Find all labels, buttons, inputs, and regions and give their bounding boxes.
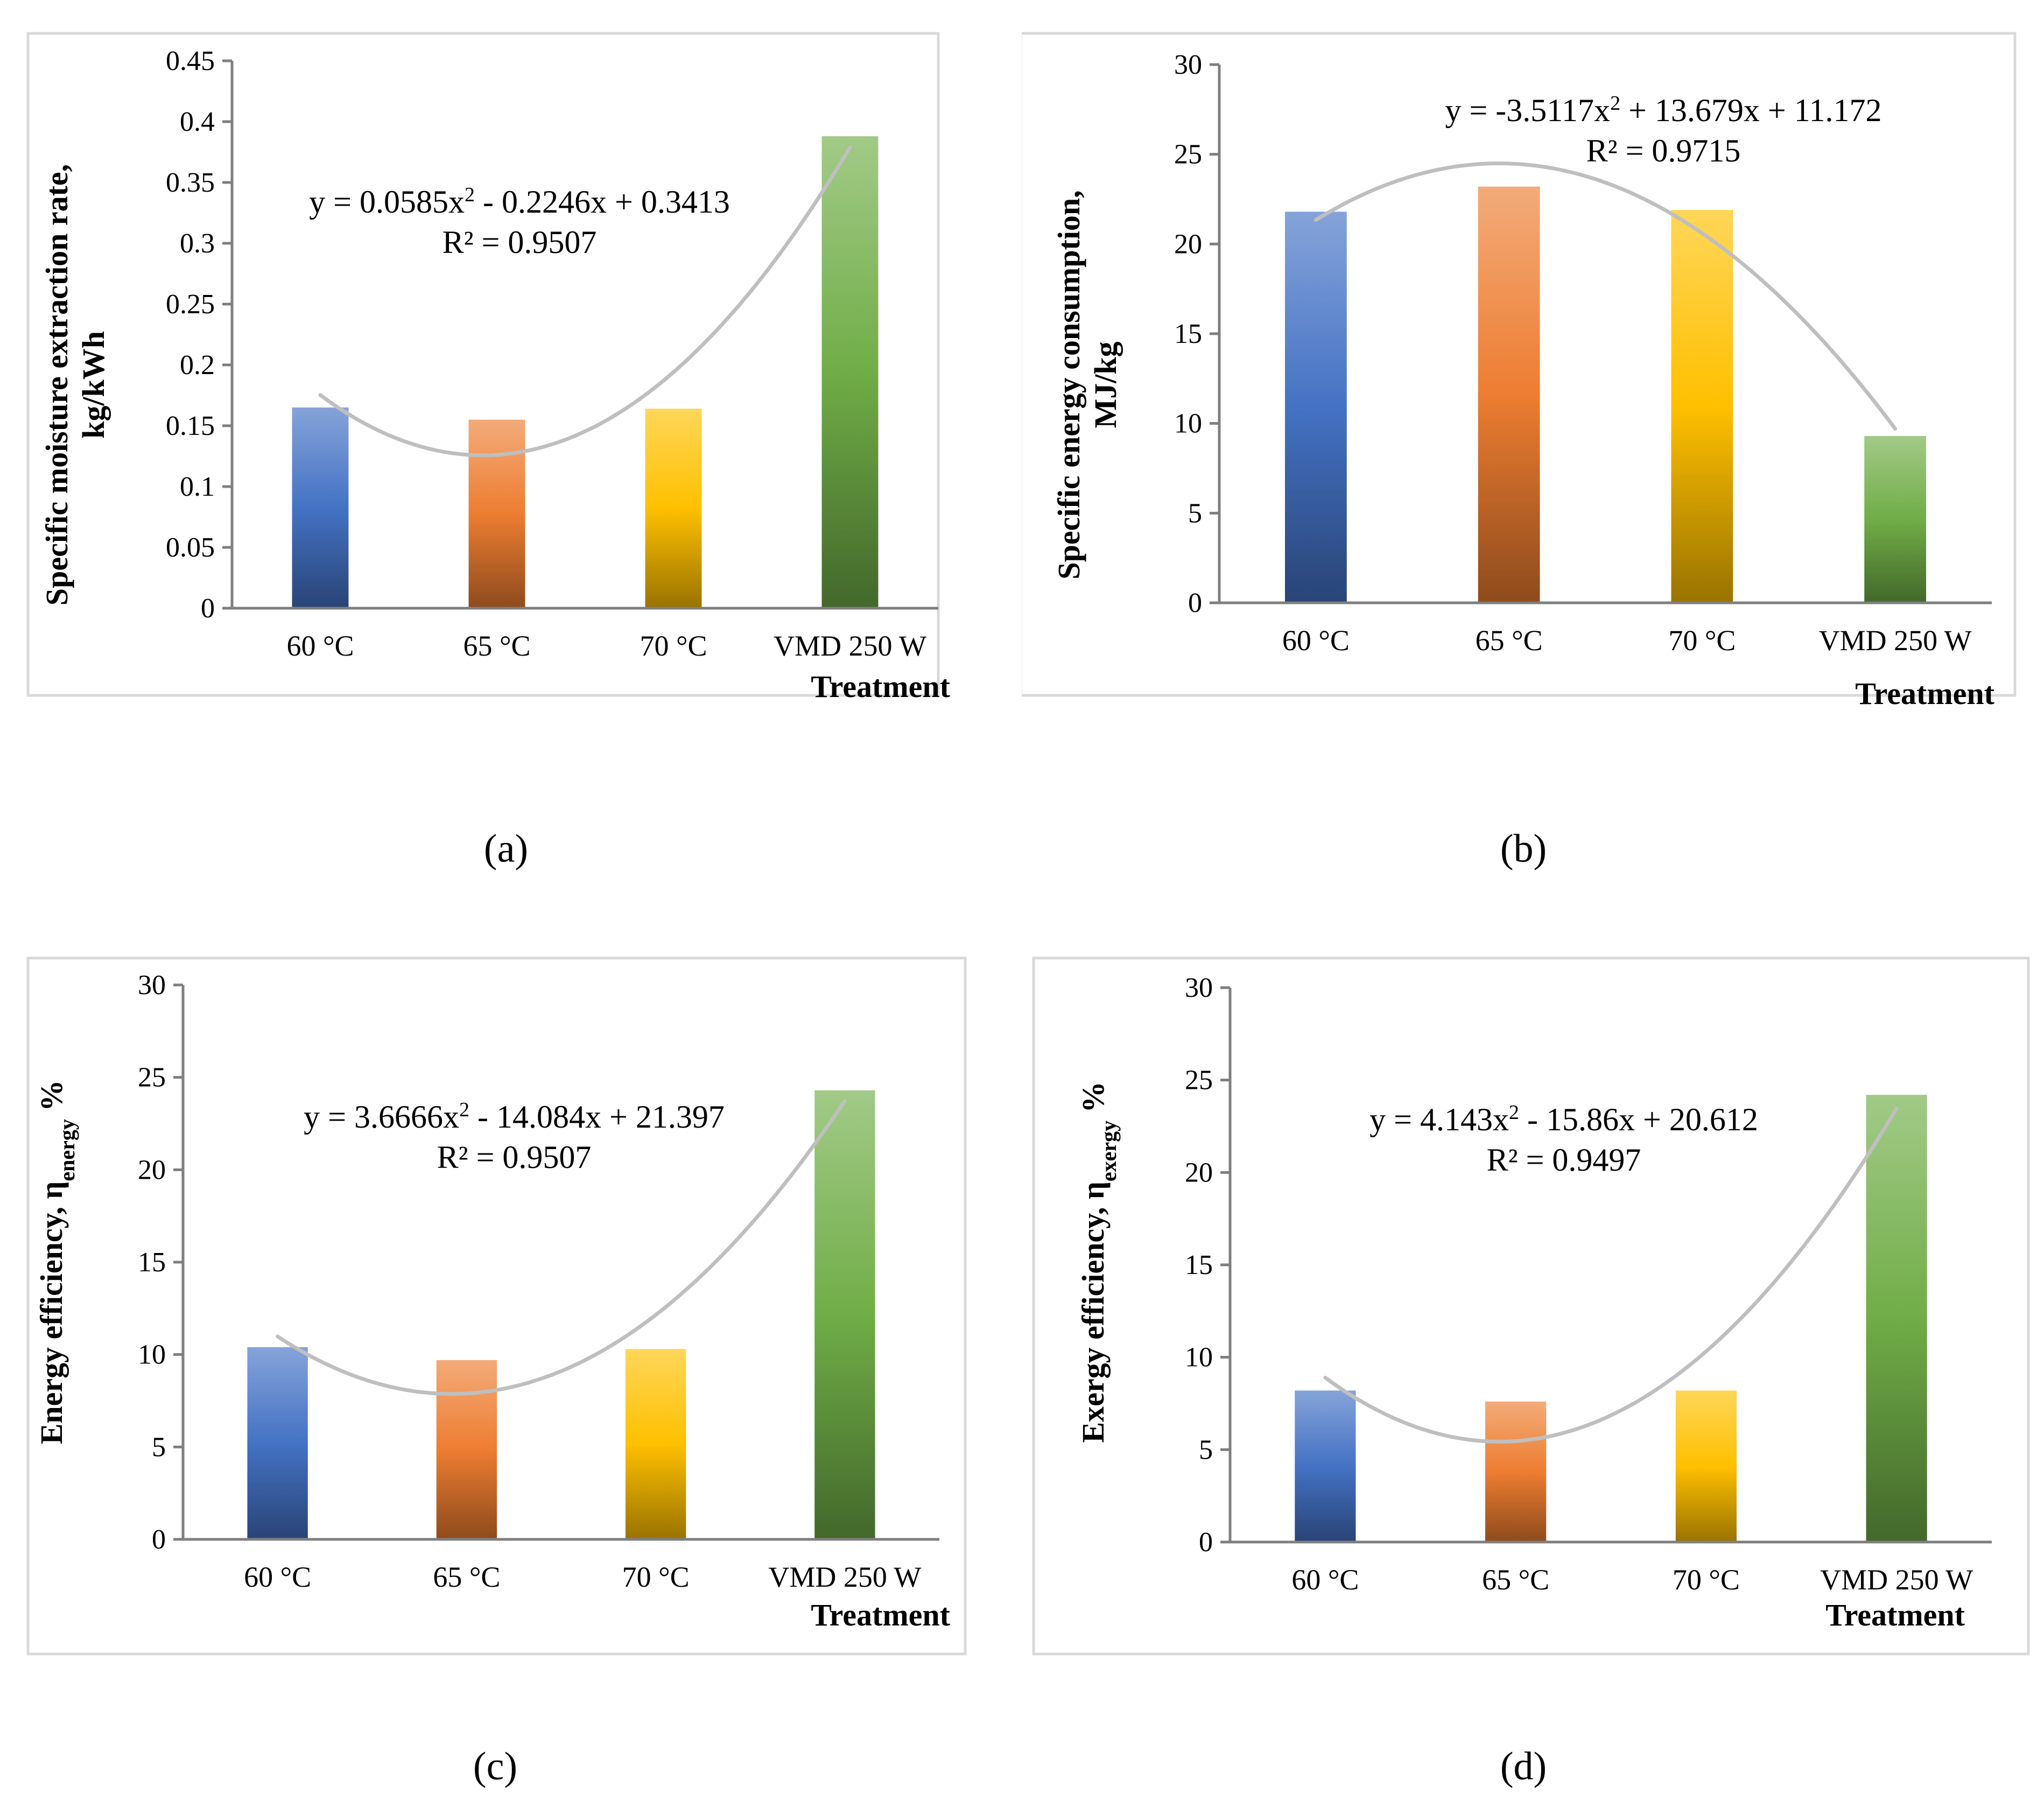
r-squared-label: R² = 0.9497 — [1487, 1142, 1641, 1178]
bar-3 — [625, 1349, 686, 1539]
chart-panel-a: 0 0.05 0.1 0.15 0.2 0.25 0.3 0.35 0.4 0.45 60 °C 65… — [0, 0, 1022, 904]
y-tick-label: 15 — [1185, 1250, 1213, 1280]
y-tick-label: 0 — [201, 593, 215, 624]
bar-3 — [645, 409, 702, 608]
x-tick-label: 60 °C — [1282, 624, 1350, 657]
chart-svg-b: 0 5 10 15 20 25 30 60 °C 65 °C 70 °C VMD 250 W y = … — [1022, 32, 2017, 711]
x-tick-label: 70 °C — [1673, 1564, 1740, 1596]
y-tick-label: 0 — [152, 1524, 166, 1555]
y-tick-label: 30 — [138, 970, 166, 1001]
bar-4 — [1866, 1095, 1927, 1542]
bar-1 — [292, 407, 349, 608]
bar-4 — [821, 136, 879, 608]
bar-2 — [436, 1360, 497, 1539]
chart-panel-b: 0 5 10 15 20 25 30 60 °C 65 °C 70 °C VMD 250 W y = … — [1022, 0, 2044, 904]
y-tick-label: 0 — [1188, 588, 1202, 618]
y-tick-label: 30 — [1185, 973, 1213, 1003]
caption-d: (d) — [1500, 1744, 1547, 1789]
x-tick-label: 70 °C — [1668, 624, 1736, 657]
y-axis-title: Specific energy consumption, MJ/kg — [1051, 190, 1123, 579]
trendline — [276, 1099, 847, 1396]
x-tick-label: 60 °C — [244, 1561, 311, 1593]
trendline — [1314, 161, 1898, 431]
y-tick-label: 5 — [1188, 498, 1202, 529]
y-tick-label: 20 — [1174, 229, 1202, 259]
y-tick-label: 0.15 — [166, 411, 215, 441]
y-tick-label: 10 — [138, 1340, 166, 1370]
x-axis-title: Treatment — [811, 669, 950, 704]
y-axis-title: Specific moisture extraction rate, kg/kWh — [39, 164, 111, 606]
bar-1 — [247, 1347, 308, 1539]
x-tick-label: 65 °C — [1482, 1564, 1549, 1596]
chart-svg-a: 0 0.05 0.1 0.15 0.2 0.25 0.3 0.35 0.4 0.45 60 °C 65… — [26, 32, 951, 704]
y-tick-label: 0.25 — [166, 289, 215, 320]
chart-svg-d: 0 5 10 15 20 25 30 60 °C 65 °C 70 °C VMD 250 W y = … — [1032, 956, 2030, 1656]
x-tick-label: 65 °C — [463, 630, 530, 662]
y-tick-label: 10 — [1174, 409, 1202, 439]
x-axis-title: Treatment — [1825, 1597, 1965, 1632]
y-tick-label: 20 — [1185, 1157, 1213, 1188]
x-tick-label: VMD 250 W — [768, 1561, 921, 1593]
bar-1 — [1284, 212, 1347, 603]
x-tick-label: VMD 250 W — [1820, 1564, 1973, 1596]
caption-a: (a) — [483, 827, 529, 871]
bar-3 — [1675, 1390, 1737, 1542]
y-axis-title-line1: Specific energy consumption, — [1051, 190, 1086, 579]
bar-4 — [1864, 436, 1927, 603]
y-tick-label: 25 — [1174, 139, 1202, 170]
y-tick-label: 5 — [1199, 1434, 1213, 1465]
x-tick-label: 60 °C — [286, 630, 354, 662]
chart-panel-d: 0 5 10 15 20 25 30 60 °C 65 °C 70 °C VMD 250 W y = … — [1022, 915, 2044, 1809]
r-squared-label: R² = 0.9715 — [1586, 133, 1741, 168]
y-tick-label: 0.35 — [166, 167, 215, 198]
y-tick-label: 30 — [1174, 50, 1202, 80]
chart-panel-c: 0 5 10 15 20 25 30 60 °C 65 °C 70 °C VMD 250 W y = … — [0, 915, 1022, 1809]
trendline — [1323, 1107, 1899, 1444]
x-tick-label: 70 °C — [622, 1561, 690, 1593]
bar-1 — [1295, 1390, 1356, 1542]
caption-b: (b) — [1500, 827, 1547, 871]
trendline-equation: y = 3.6666x2 - 14.084x + 21.397 — [304, 1099, 725, 1135]
caption-c: (c) — [473, 1744, 518, 1789]
bar-4 — [814, 1090, 875, 1539]
y-axis-title-line2: MJ/kg — [1088, 341, 1123, 428]
trendline — [318, 145, 852, 457]
y-tick-label: 0.3 — [180, 228, 215, 259]
y-tick-label: 10 — [1185, 1342, 1213, 1373]
x-axis-title: Treatment — [811, 1597, 950, 1632]
y-tick-label: 5 — [152, 1432, 166, 1462]
r-squared-label: R² = 0.9507 — [437, 1139, 592, 1175]
y-tick-label: 15 — [138, 1247, 166, 1278]
y-axis-title-line2: kg/kWh — [76, 331, 111, 439]
x-tick-label: 60 °C — [1291, 1564, 1359, 1596]
y-axis-title: Energy efficiency, ηenergy % — [34, 1080, 79, 1445]
y-tick-label: 0.45 — [166, 46, 215, 76]
bar-2 — [1478, 186, 1540, 603]
x-tick-label: 65 °C — [433, 1561, 500, 1593]
x-axis-title: Treatment — [1855, 676, 1994, 711]
y-tick-label: 25 — [138, 1062, 166, 1093]
x-tick-label: 65 °C — [1476, 624, 1543, 657]
y-tick-label: 0 — [1199, 1527, 1213, 1558]
y-tick-label: 0.1 — [180, 471, 215, 502]
y-tick-label: 0.4 — [180, 107, 215, 137]
trendline-equation: y = -3.5117x2 + 13.679x + 11.172 — [1445, 92, 1881, 128]
r-squared-label: R² = 0.9507 — [442, 224, 597, 260]
chart-svg-c: 0 5 10 15 20 25 30 60 °C 65 °C 70 °C VMD 250 W y = … — [26, 956, 967, 1656]
y-axis-title-line1: Specific moisture extraction rate, — [39, 164, 74, 606]
y-tick-label: 25 — [1185, 1065, 1213, 1096]
x-tick-label: VMD 250 W — [1819, 624, 1972, 657]
y-tick-label: 20 — [138, 1155, 166, 1185]
bar-2 — [468, 419, 525, 608]
bar-2 — [1485, 1402, 1547, 1542]
trendline-equation: y = 0.0585x2 - 0.2246x + 0.3413 — [309, 184, 730, 220]
y-axis-title: Exergy efficiency, ηexergy % — [1076, 1081, 1121, 1442]
bar-3 — [1671, 210, 1733, 603]
x-tick-label: 70 °C — [640, 630, 707, 662]
y-tick-label: 0.05 — [166, 532, 215, 563]
y-tick-label: 15 — [1174, 319, 1202, 349]
y-tick-label: 0.2 — [180, 350, 215, 381]
x-tick-label: VMD 250 W — [774, 630, 926, 662]
trendline-equation: y = 4.143x2 - 15.86x + 20.612 — [1369, 1101, 1758, 1137]
